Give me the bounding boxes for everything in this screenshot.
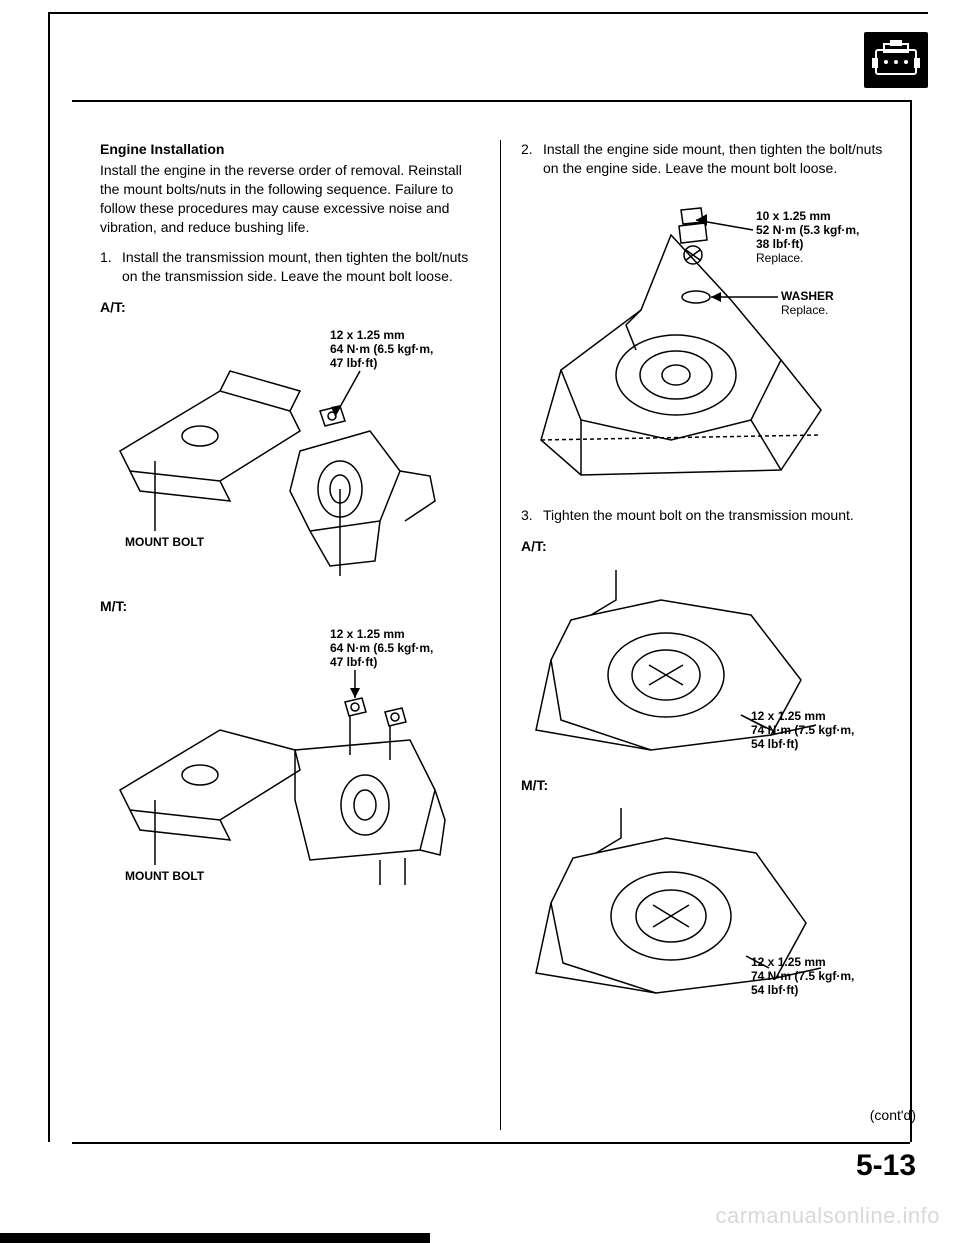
step-2: 2. Install the engine side mount, then t… [521,140,900,178]
figure-mt-transmission-mount: 12 x 1.25 mm 64 N·m (6.5 kgf·m, 47 lbf·f… [100,620,484,890]
torque-value: 52 N·m (5.3 kgf·m, [756,223,859,237]
page-spine-rule [48,12,50,1142]
right-column: 2. Install the engine side mount, then t… [500,140,900,1130]
torque-value: 64 N·m (6.5 kgf·m, [330,342,433,356]
torque-value-2: 47 lbf·ft) [330,655,377,669]
step-number: 1. [100,248,122,286]
page-content: Engine Installation Install the engine i… [100,140,900,1130]
scan-bottom-edge [0,1233,430,1243]
washer-note: Replace. [781,303,828,317]
figure-label-at-2: A/T: [521,537,900,556]
torque-value-2: 54 lbf·ft) [751,983,798,997]
step-number: 2. [521,140,543,178]
torque-size: 12 x 1.25 mm [751,955,826,969]
page-number: 5-13 [856,1149,916,1183]
torque-size: 12 x 1.25 mm [330,328,405,342]
torque-size: 12 x 1.25 mm [330,627,405,641]
intro-paragraph: Install the engine in the reverse order … [100,161,484,237]
figure-label-at: A/T: [100,298,484,317]
step-text: Install the engine side mount, then tigh… [543,140,900,178]
section-heading: Engine Installation [100,140,484,159]
step-number: 3. [521,506,543,525]
torque-value-2: 54 lbf·ft) [751,737,798,751]
figure-at-mount-bolt-tighten: 12 x 1.25 mm 74 N·m (7.5 kgf·m, 54 lbf·f… [521,560,900,760]
torque-note: Replace. [756,251,803,265]
figure-mt-mount-bolt-tighten: 12 x 1.25 mm 74 N·m (7.5 kgf·m, 54 lbf·f… [521,798,900,1008]
torque-size: 10 x 1.25 mm [756,209,831,223]
continued-label: (cont'd) [870,1107,916,1123]
torque-value-2: 38 lbf·ft) [756,237,803,251]
mount-bolt-callout: MOUNT BOLT [125,535,205,549]
torque-value: 74 N·m (7.5 kgf·m, [751,723,854,737]
step-text: Install the transmission mount, then tig… [122,248,484,286]
torque-value-2: 47 lbf·ft) [330,356,377,370]
figure-engine-side-mount: 10 x 1.25 mm 52 N·m (5.3 kgf·m, 38 lbf·f… [521,190,900,490]
figure-label-mt-2: M/T: [521,776,900,795]
left-column: Engine Installation Install the engine i… [100,140,500,1130]
figure-label-mt: M/T: [100,597,484,616]
torque-size: 12 x 1.25 mm [751,709,826,723]
mount-bolt-callout: MOUNT BOLT [125,869,205,883]
torque-value: 64 N·m (6.5 kgf·m, [330,641,433,655]
step-3: 3. Tighten the mount bolt on the transmi… [521,506,900,525]
figure-at-transmission-mount: 12 x 1.25 mm 64 N·m (6.5 kgf·m, 47 lbf·f… [100,321,484,581]
step-text: Tighten the mount bolt on the transmissi… [543,506,900,525]
torque-value: 74 N·m (7.5 kgf·m, [751,969,854,983]
watermark: carmanualsonline.info [715,1203,940,1229]
washer-label: WASHER [781,289,834,303]
step-1: 1. Install the transmission mount, then … [100,248,484,286]
engine-section-icon [864,32,928,88]
